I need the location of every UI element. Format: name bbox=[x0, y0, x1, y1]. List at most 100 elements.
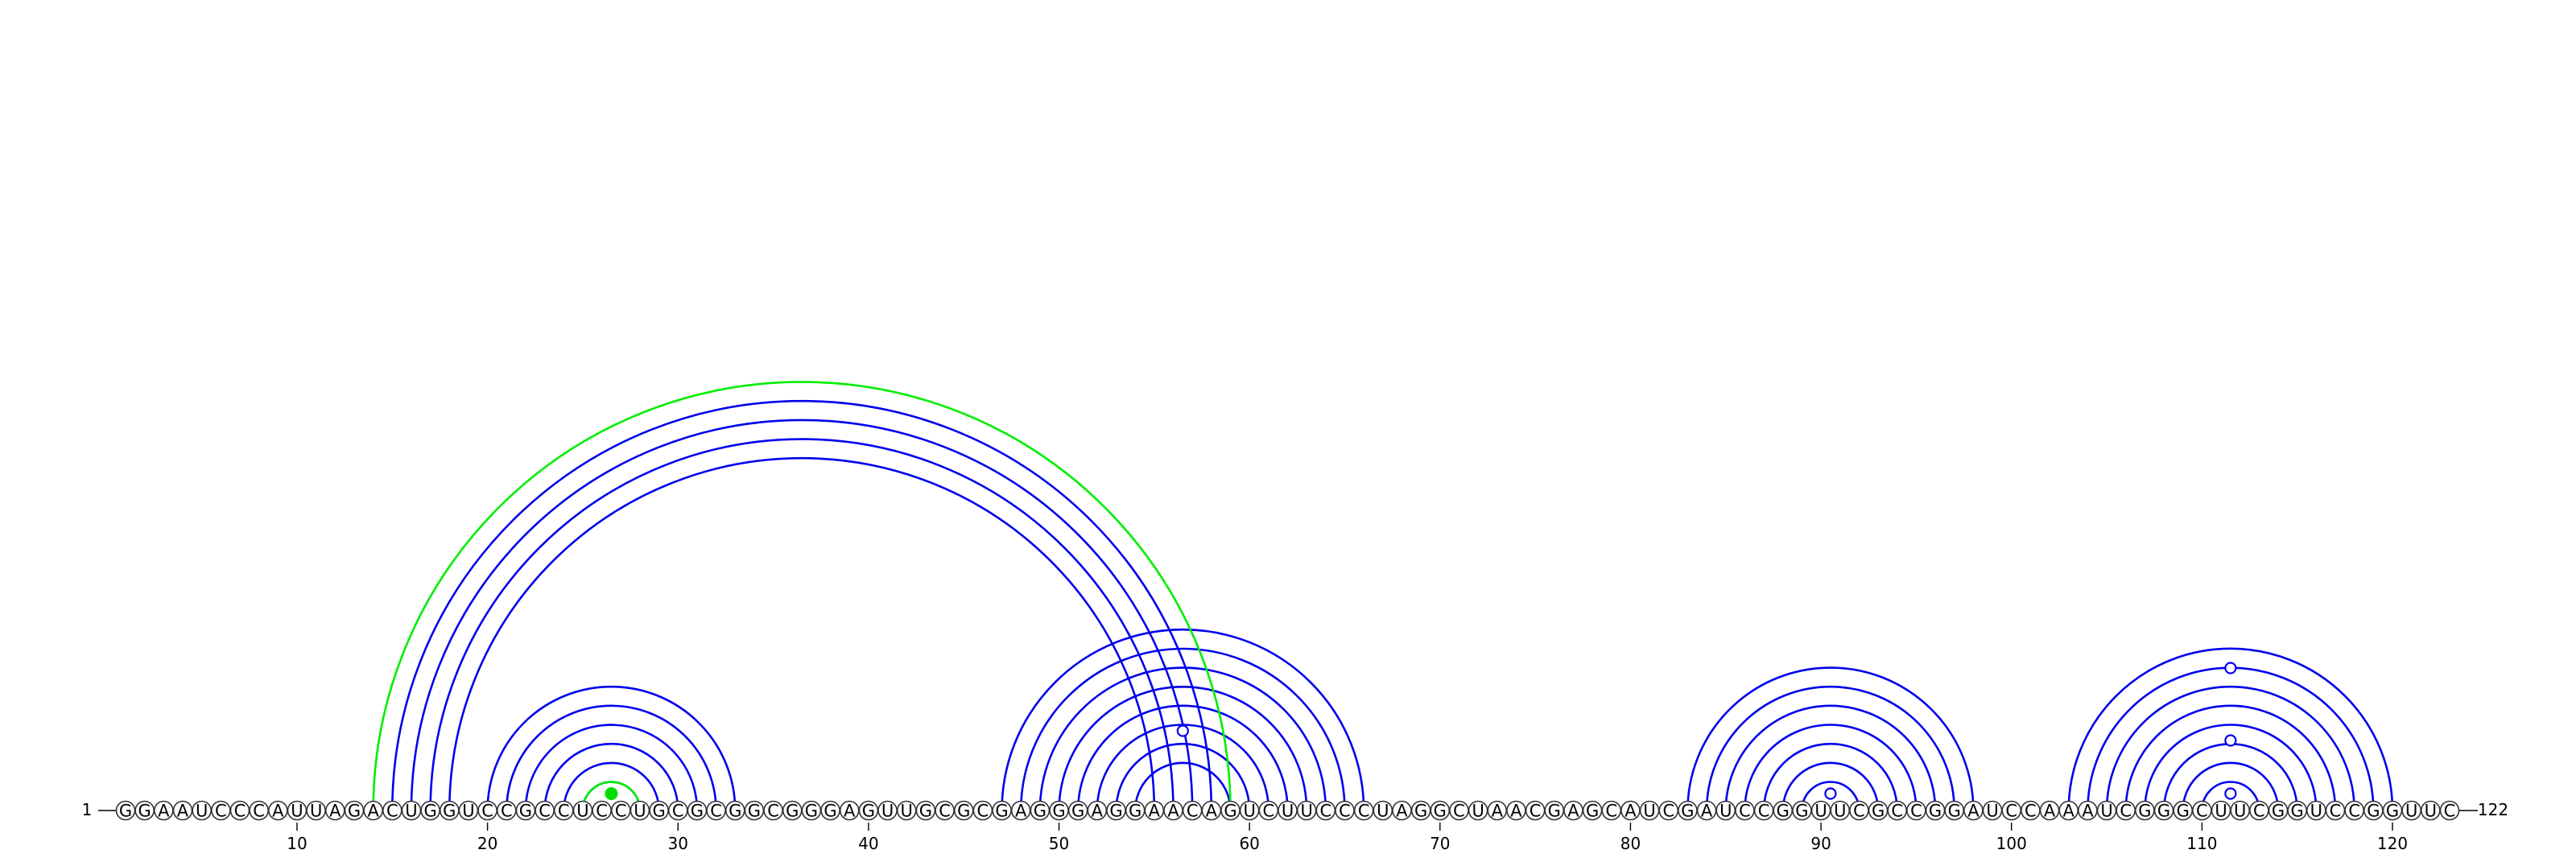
tick-label: 90 bbox=[1810, 834, 1831, 853]
nucleotide-letter: U bbox=[405, 802, 417, 821]
pair-arc bbox=[1724, 705, 1937, 811]
nucleotide-letter: G bbox=[919, 802, 932, 821]
nucleotide-letter: A bbox=[1167, 802, 1179, 821]
tick-label: 40 bbox=[858, 834, 878, 853]
tick-label: 50 bbox=[1049, 834, 1069, 853]
nucleotide-letter: C bbox=[234, 802, 246, 821]
pair-arc bbox=[2124, 704, 2337, 811]
nucleotide-letter: C bbox=[1530, 802, 1542, 821]
nucleotide-letter: G bbox=[2367, 802, 2380, 821]
nucleotide-letter: C bbox=[2005, 802, 2017, 821]
ticks-layer: 10 20 30 40 50 60 70 80 90 100 110 120 bbox=[287, 823, 2408, 853]
nucleotide-letter: G bbox=[691, 802, 704, 821]
nucleotide-letter: C bbox=[253, 802, 265, 821]
nucleotide-letter: A bbox=[1510, 802, 1522, 821]
nucleotide-letter: C bbox=[1758, 802, 1770, 821]
nucleotide-circle bbox=[2439, 800, 2460, 821]
nucleotide-letter: G bbox=[1681, 802, 1694, 821]
pair-arc bbox=[1019, 647, 1346, 811]
nucleotide-letter: C bbox=[539, 802, 551, 821]
nucleotide-letter: U bbox=[2215, 802, 2227, 821]
nucleotide-letter: C bbox=[767, 802, 779, 821]
nucleotide-letter: U bbox=[2234, 802, 2246, 821]
pair-arc bbox=[1038, 666, 1327, 811]
pair-arc bbox=[1115, 742, 1251, 811]
nucleotide-letter: G bbox=[995, 802, 1008, 821]
nucleotide-letter: G bbox=[1034, 802, 1046, 821]
tick-label: 80 bbox=[1620, 834, 1641, 853]
nucleotide-letter: U bbox=[634, 802, 646, 821]
nucleotide-letter: A bbox=[2044, 802, 2056, 821]
nucleotide-letter: C bbox=[1187, 802, 1199, 821]
nucleotide-letter: U bbox=[1814, 802, 1827, 821]
nucleotide-letter: U bbox=[881, 802, 894, 821]
nucleotide-letter: U bbox=[462, 802, 474, 821]
end-index-label: 122 bbox=[2478, 800, 2508, 819]
nucleotide-letter: U bbox=[576, 802, 588, 821]
nucleotide-letter: C bbox=[977, 802, 989, 821]
tick-label: 20 bbox=[477, 834, 497, 853]
nucleotide-letter: C bbox=[558, 802, 570, 821]
pair-arc bbox=[505, 704, 717, 811]
nucleotide-letter: A bbox=[1624, 802, 1637, 821]
nucleotide-letter: U bbox=[1282, 802, 1294, 821]
nucleotide-letter: G bbox=[2291, 802, 2304, 821]
tick-label: 100 bbox=[1996, 834, 2027, 853]
nucleotide-letter: A bbox=[1701, 802, 1713, 821]
nucleotide-letter: G bbox=[1434, 802, 1447, 821]
markers-layer bbox=[605, 662, 2237, 800]
pair-arc bbox=[2182, 761, 2280, 811]
nucleotide-letter: C bbox=[1605, 802, 1617, 821]
tick-label: 30 bbox=[668, 834, 688, 853]
nucleotide-letter: U bbox=[310, 802, 322, 821]
nucleotide-letter: C bbox=[596, 802, 608, 821]
tick-label: 10 bbox=[287, 834, 307, 853]
pair-marker bbox=[1824, 787, 1837, 800]
nucleotide-letter: G bbox=[1548, 802, 1561, 821]
nucleotide-letter: C bbox=[2120, 802, 2132, 821]
nucleotide-letter: C bbox=[1453, 802, 1465, 821]
nucleotide-letter: C bbox=[615, 802, 627, 821]
pair-arc bbox=[524, 724, 699, 811]
nucleotide-letter: G bbox=[786, 802, 799, 821]
highlight-marker bbox=[605, 787, 618, 800]
nucleotide-letter: C bbox=[481, 802, 493, 821]
nucleotide-letter: G bbox=[2157, 802, 2170, 821]
nucleotide-letter: C bbox=[2196, 802, 2208, 821]
alt-pair-arc bbox=[372, 381, 1232, 811]
nucleotide-letter: A bbox=[844, 802, 856, 821]
nucleotide-letter: A bbox=[1149, 802, 1161, 821]
nucleotide-letter: U bbox=[1719, 802, 1732, 821]
nucleotide-letter: U bbox=[2405, 802, 2417, 821]
pair-arc bbox=[449, 458, 1154, 811]
nucleotide-letter: G bbox=[652, 802, 665, 821]
pair-arc bbox=[1744, 724, 1918, 811]
nucleotide-letter: A bbox=[1492, 802, 1504, 821]
nucleotide-letter: C bbox=[215, 802, 227, 821]
nucleotide-letter: C bbox=[1891, 802, 1903, 821]
nucleotide-letter: C bbox=[2348, 802, 2360, 821]
nucleotide-letter: G bbox=[2386, 802, 2399, 821]
nucleotide-letter: U bbox=[1986, 802, 1998, 821]
pair-marker bbox=[2224, 787, 2237, 800]
pair-arc bbox=[1058, 686, 1308, 811]
pair-arc bbox=[1096, 724, 1270, 811]
nucleotide-letter: U bbox=[1643, 802, 1655, 821]
nucleotide-letter: A bbox=[2082, 802, 2094, 821]
nucleotide-letter: G bbox=[862, 802, 875, 821]
nucleotide-letter: C bbox=[1662, 802, 1674, 821]
nucleotide-letter: U bbox=[1243, 802, 1255, 821]
pair-marker bbox=[2224, 662, 2237, 674]
nucleotide-letter: G bbox=[423, 802, 436, 821]
nucleotide-letter: A bbox=[1015, 802, 1027, 821]
nucleotide-letter: G bbox=[2138, 802, 2151, 821]
nucleotide-letter: G bbox=[805, 802, 818, 821]
pair-arc bbox=[486, 686, 737, 811]
nucleotide-letter: A bbox=[1967, 802, 1979, 821]
nucleotide-letter: A bbox=[272, 802, 284, 821]
nucleotide-letter: G bbox=[1052, 802, 1065, 821]
pair-arc bbox=[543, 743, 679, 811]
nucleotide-letter: C bbox=[386, 802, 398, 821]
nucleotide-letter: A bbox=[1206, 802, 1218, 821]
